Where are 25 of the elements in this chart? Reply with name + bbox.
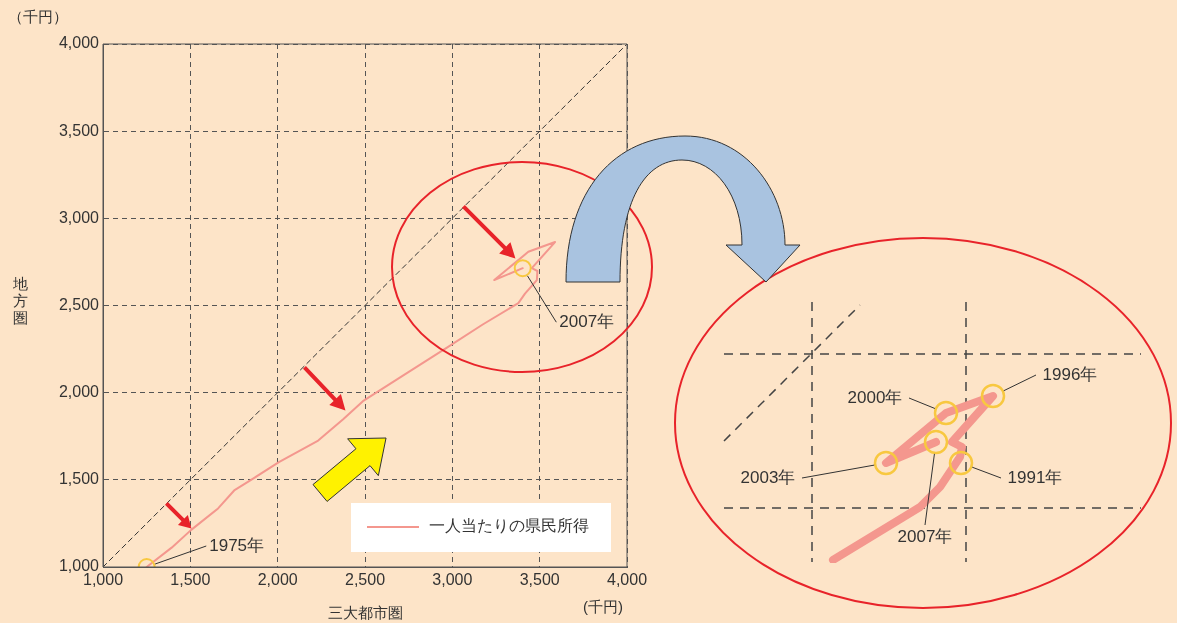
y-tick-label: 2,000	[58, 383, 100, 401]
y-tick-label: 1,500	[58, 470, 100, 488]
x-tick-label: 3,000	[432, 571, 473, 589]
x-axis-title: 三大都市圏	[327, 604, 403, 622]
x-tick-label: 2,500	[344, 571, 386, 589]
x-tick-label: 4,000	[606, 571, 648, 589]
y-tick-label: 2,500	[58, 295, 100, 313]
legend-label: 一人当たりの県民所得	[429, 517, 589, 535]
annotation: 2007年	[559, 311, 615, 331]
text: 2003年	[739, 467, 797, 489]
text: 2000年	[846, 387, 904, 409]
y-tick-label: 4,000	[58, 34, 100, 52]
annotation: 1975年	[209, 535, 265, 555]
x-tick-label: 1,000	[82, 571, 124, 589]
x-tick-label: 2,000	[257, 571, 298, 589]
text: (千円)	[582, 598, 624, 617]
text: 1996年	[1041, 364, 1099, 386]
x-tick-label: 3,500	[519, 571, 560, 589]
text: 1991年	[1006, 467, 1064, 489]
y-tick-label: 3,500	[58, 121, 100, 139]
x-tick-label: 1,500	[170, 571, 211, 589]
text: 2007年	[896, 526, 954, 548]
text: （千円）	[8, 8, 68, 27]
y-axis-title: 地方圏	[12, 275, 28, 326]
y-tick-label: 3,000	[58, 208, 100, 226]
